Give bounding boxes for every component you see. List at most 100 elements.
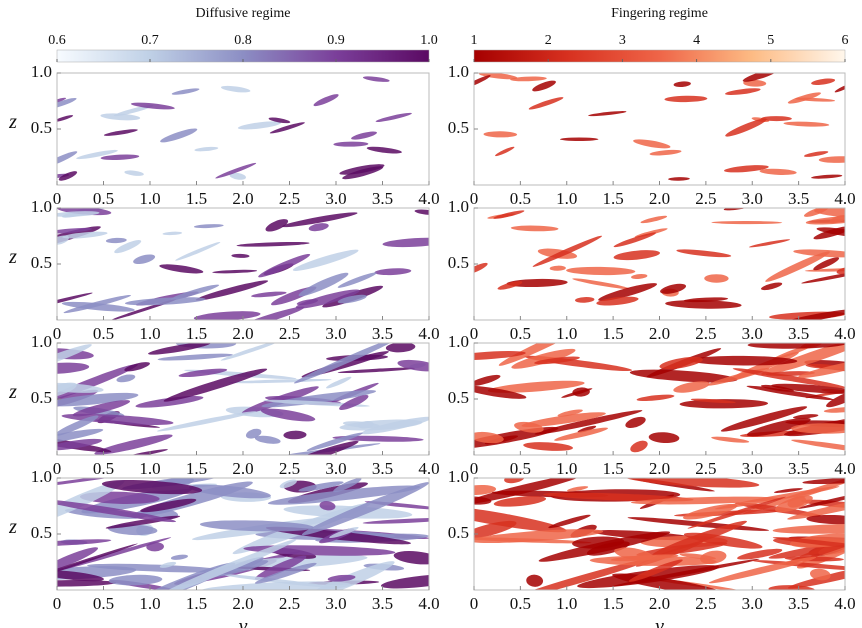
x-tick-label: 0.5 [510,189,531,208]
field [474,478,845,590]
field-streak [124,362,150,372]
field-streak [382,237,429,248]
y-tick-label: 0.5 [448,253,469,272]
field-streak [103,129,138,136]
field-streak [787,562,845,589]
field-streak [156,539,297,590]
field-streak [493,496,547,507]
field-streak [279,479,297,489]
field-streak [362,517,429,524]
field-streak [720,406,808,432]
x-tick-label: 4.0 [834,459,855,478]
field-streak [598,283,658,301]
field-streak [793,249,845,258]
field-streak [57,415,99,437]
field-streak [793,414,819,419]
field-streak [283,430,307,440]
field-streak [220,85,251,93]
field-streak [219,573,335,588]
x-tick-label: 1.0 [139,189,160,208]
x-tick-label: 3.0 [325,324,346,343]
x-tick-label: 0 [53,459,62,478]
field-streak [668,177,690,181]
x-tick-label: 0 [53,594,62,613]
y-tick-label: 1.0 [31,197,52,216]
field-streak [57,362,90,374]
field-streak [801,270,845,284]
field-streak [704,274,729,283]
field-streak [711,220,783,225]
field-streak [61,301,135,312]
field-streak [523,442,573,451]
field-streak [57,539,112,547]
field-streak [772,537,845,550]
field-streak [771,383,845,394]
field-streak [130,102,175,110]
x-tick-label: 1.5 [603,324,624,343]
field-streak [787,494,845,520]
field-streak [574,297,595,303]
field-streak [329,527,359,539]
field-streak [170,284,220,300]
field-streak [614,547,654,561]
field-streak [193,224,224,229]
field-streak [57,499,177,523]
field-streak [337,272,377,288]
y-axis-label: z [8,516,17,538]
x-tick-label: 3.0 [325,594,346,613]
x-tick-label: 3.5 [788,594,809,613]
x-tick-label: 2.5 [695,189,716,208]
field-streak [58,171,78,181]
x-tick-label: 2.0 [232,189,253,208]
field-streak [829,215,845,224]
field-streak [414,209,429,215]
field-streak [811,78,836,86]
field-streak [116,374,136,383]
field-streak [265,219,289,232]
field-streak [648,432,680,444]
colorbar-tick-label: 1.0 [420,33,438,48]
field-streak [589,555,717,566]
field-streak [676,249,732,258]
field-streak [57,227,93,234]
panel-background [474,73,845,185]
y-tick-label: 0.5 [31,253,52,272]
x-axis-label: y [237,616,248,628]
colorbar-tick-label: 0.7 [141,33,159,48]
field-streak [157,353,233,361]
field-streak [284,440,359,455]
x-tick-label: 1.5 [186,459,207,478]
x-tick-label: 2.5 [279,189,300,208]
field-streak [171,88,200,95]
y-tick-label: 0.5 [31,388,52,407]
field-streak [673,381,710,393]
field-streak [732,368,845,389]
field-streak [567,486,589,492]
colorbar-tick-label: 6 [842,33,849,48]
field-streak [806,514,845,525]
field-streak [483,131,518,138]
x-tick-label: 3.5 [788,459,809,478]
field-streak [474,431,504,444]
field-streak [100,154,140,160]
field-streak [474,496,492,505]
field-streak [673,81,691,88]
x-tick-label: 2.5 [695,324,716,343]
field-streak [775,495,813,513]
field-streak [254,435,281,444]
x-tick-label: 0.5 [93,594,114,613]
x-tick-label: 1.5 [186,189,207,208]
field-streak [337,367,415,374]
field-streak [803,151,829,157]
field-streak [319,501,336,511]
colorbar-tick-label: 4 [693,33,700,48]
field-streak [124,170,144,176]
x-tick-label: 4.0 [834,324,855,343]
field-streak [325,376,352,389]
field-streak [393,551,429,565]
field-streak [765,251,830,282]
field-streak [57,543,138,584]
field-streak [557,409,583,417]
field [474,343,845,455]
x-tick-label: 2.5 [279,594,300,613]
